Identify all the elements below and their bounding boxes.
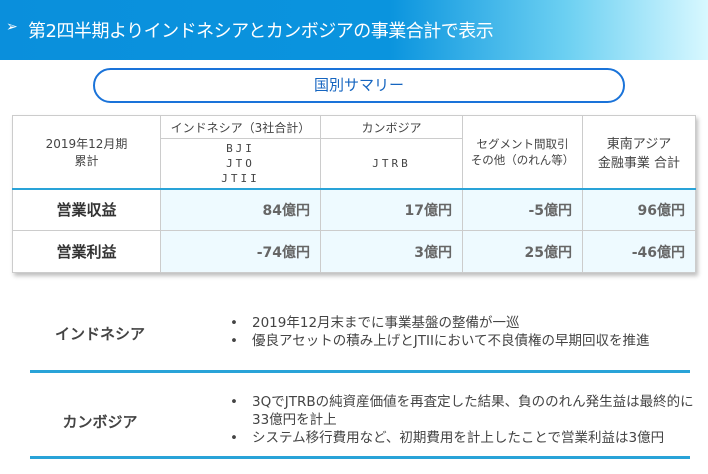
row-label: 営業収益 [12, 187, 161, 231]
arrow-bullet-icon: ➢ [6, 19, 18, 35]
value-cell: 17億円 [320, 187, 463, 231]
value-cell: 3億円 [320, 230, 463, 273]
value-cell: -46億円 [582, 230, 696, 273]
other-header: セグメント間取引 その他（のれん等） [462, 115, 583, 189]
summary-label: 国別サマリー [93, 68, 625, 103]
section-name: カンボジア [62, 413, 138, 431]
bullet-list: 3QでJTRBの純資産価値を再査定した結果、負ののれん発生益は最終的に33億円を… [230, 393, 700, 447]
bullet-list: 2019年12月末までに事業基盤の整備が一巡 優良アセットの積み上げとJTIIに… [230, 314, 700, 350]
bullet-item: システム移行費用など、初期費用を計上したことで営業利益は3億円 [230, 429, 700, 447]
value-cell: -5億円 [462, 187, 583, 231]
summary-table: 2019年12月期 累計 インドネシア（3社合計） カンボジア セグメント間取引そ… [12, 115, 696, 273]
cambodia-companies: JTRB [320, 138, 463, 189]
cambodia-header: カンボジア [320, 115, 463, 139]
bullet-item: 優良アセットの積み上げとJTIIにおいて不良債権の早期回収を推進 [230, 332, 700, 350]
section-name: インドネシア [54, 325, 145, 343]
bullet-item: 2019年12月末までに事業基盤の整備が一巡 [230, 314, 700, 332]
row-label: 営業利益 [12, 230, 161, 273]
indonesia-header: インドネシア（3社合計） [160, 115, 321, 139]
value-cell: 96億円 [582, 187, 696, 231]
total-header: 東南アジア 金融事業 合計 [582, 115, 696, 189]
value-cell: 84億円 [160, 187, 321, 231]
value-cell: 25億円 [462, 230, 583, 273]
cambodia-section: カンボジア 3QでJTRBの純資産価値を再査定した結果、負ののれん発生益は最終的… [30, 373, 694, 459]
indonesia-section: インドネシア 2019年12月末までに事業基盤の整備が一巡 優良アセットの積み上… [30, 300, 690, 373]
indonesia-companies: BJI JTO JTII [160, 138, 321, 189]
table-row: 営業収益 84億円 17億円 -5億円 96億円 [12, 187, 696, 231]
period-header: 2019年12月期 累計 [12, 115, 161, 189]
bullet-item: 3QでJTRBの純資産価値を再査定した結果、負ののれん発生益は最終的に33億円を… [230, 393, 700, 429]
slide-title: 第2四半期よりインドネシアとカンボジアの事業合計で表示 [28, 21, 494, 42]
table-row: 営業利益 -74億円 3億円 25億円 -46億円 [12, 230, 696, 273]
value-cell: -74億円 [160, 230, 321, 273]
title-banner: ➢ 第2四半期よりインドネシアとカンボジアの事業合計で表示 [0, 0, 708, 60]
